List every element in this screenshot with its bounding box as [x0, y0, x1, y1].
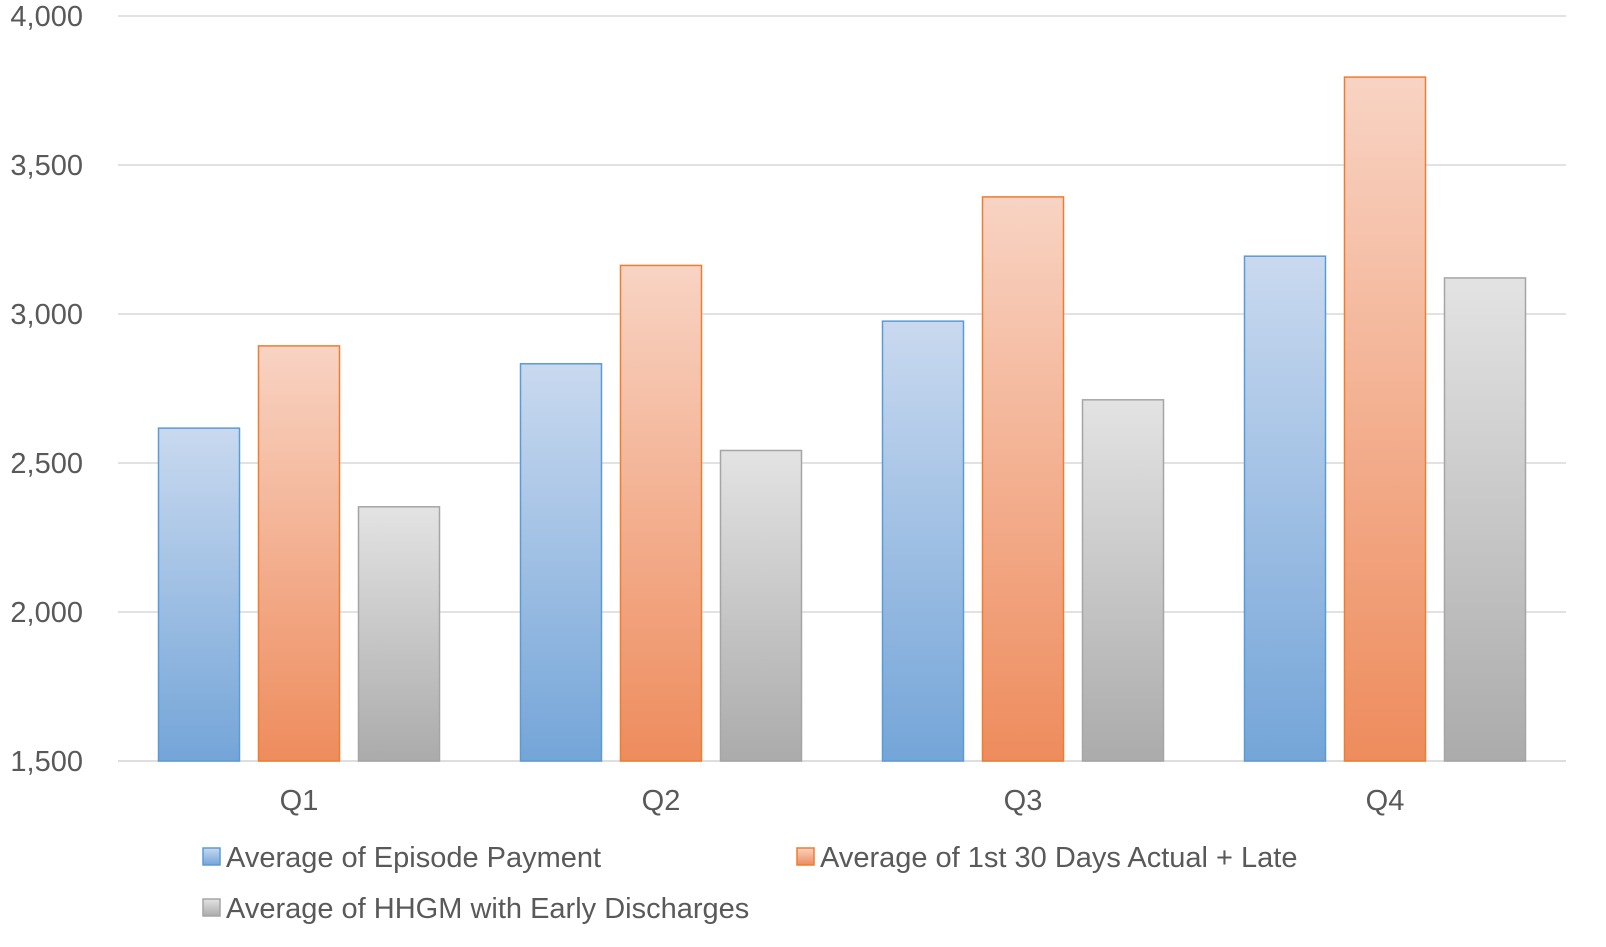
bar-q2-series-2: [619, 264, 703, 762]
bar-q3-series-1: [881, 320, 965, 762]
legend-label: Average of Episode Payment: [226, 842, 601, 874]
bars: [157, 76, 1527, 762]
bar-q2-series-3: [719, 449, 803, 762]
bar-q4-series-3: [1443, 277, 1527, 762]
legend-label: Average of HHGM with Early Discharges: [226, 893, 749, 925]
x-axis-tick-labels: Q1 Q2 Q3 Q4: [280, 785, 1405, 817]
bar-q4-series-1: [1243, 255, 1327, 762]
y-tick-label: 2,000: [10, 597, 83, 629]
y-tick-label: 3,000: [10, 299, 83, 331]
y-tick-label: 4,000: [10, 1, 83, 33]
x-tick-label: Q4: [1366, 785, 1405, 817]
y-tick-label: 2,500: [10, 448, 83, 480]
legend-swatch: [202, 898, 221, 917]
bar-q1-series-2: [257, 345, 341, 762]
legend-item-2: Average of 1st 30 Days Actual + Late: [796, 842, 1297, 874]
x-tick-label: Q3: [1004, 785, 1043, 817]
legend: Average of Episode Payment Average of 1st…: [202, 842, 1297, 925]
bar-q3-series-2: [981, 196, 1065, 762]
legend-swatch: [796, 847, 815, 866]
y-tick-label: 1,500: [10, 746, 83, 778]
y-axis-tick-labels: 1,500 2,000 2,500 3,000 3,500 4,000: [10, 1, 83, 778]
bar-q4-series-2: [1343, 76, 1427, 762]
bar-q1-series-3: [357, 506, 441, 762]
bar-q2-series-1: [519, 363, 603, 762]
legend-item-3: Average of HHGM with Early Discharges: [202, 893, 749, 925]
x-tick-label: Q1: [280, 785, 319, 817]
y-tick-label: 3,500: [10, 150, 83, 182]
x-tick-label: Q2: [642, 785, 681, 817]
legend-item-1: Average of Episode Payment: [202, 842, 601, 874]
legend-swatch: [202, 847, 221, 866]
bar-q3-series-3: [1081, 399, 1165, 762]
bar-q1-series-1: [157, 427, 241, 762]
legend-label: Average of 1st 30 Days Actual + Late: [820, 842, 1297, 874]
